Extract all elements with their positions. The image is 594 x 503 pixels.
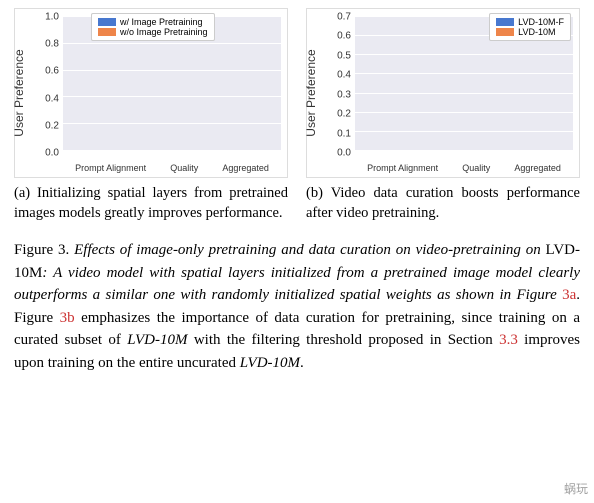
chart-a-legend: w/ Image Pretraining w/o Image Pretraini… bbox=[91, 13, 215, 41]
subcaption-a: (a) Initializing spatial layers from pre… bbox=[14, 184, 288, 223]
chart-panel-a: User Preference w/ Image Pretraining w/o… bbox=[14, 8, 288, 223]
xlabel: Aggregated bbox=[222, 163, 269, 173]
figure-caption: Figure 3. Effects of image-only pretrain… bbox=[14, 239, 580, 374]
legend-item: w/o Image Pretraining bbox=[98, 27, 208, 37]
ytick: 0.0 bbox=[15, 148, 59, 159]
legend-swatch bbox=[98, 28, 116, 36]
caption-italic: LVD-10M bbox=[127, 332, 187, 348]
xlabel: Quality bbox=[462, 163, 490, 173]
ytick: 0.7 bbox=[307, 12, 351, 23]
xlabel: Quality bbox=[170, 163, 198, 173]
caption-italic: Effects of image-only pretraining and da… bbox=[74, 242, 541, 258]
legend-item: LVD-10M bbox=[496, 27, 564, 37]
legend-label: w/ Image Pretraining bbox=[120, 17, 203, 27]
watermark: 蜗玩 bbox=[564, 480, 588, 497]
ytick: 0.0 bbox=[307, 148, 351, 159]
charts-row: User Preference w/ Image Pretraining w/o… bbox=[14, 8, 580, 223]
legend-swatch bbox=[98, 18, 116, 26]
legend-label: LVD-10M-F bbox=[518, 17, 564, 27]
ref-link[interactable]: 3a bbox=[562, 287, 576, 303]
ytick: 0.2 bbox=[307, 109, 351, 120]
ytick: 0.8 bbox=[15, 39, 59, 50]
caption-text: : A video model with spatial layers init… bbox=[14, 265, 580, 304]
xlabel: Prompt Alignment bbox=[75, 163, 146, 173]
ytick: 1.0 bbox=[15, 12, 59, 23]
chart-a: User Preference w/ Image Pretraining w/o… bbox=[14, 8, 288, 178]
ytick: 0.2 bbox=[15, 120, 59, 131]
legend-item: w/ Image Pretraining bbox=[98, 17, 208, 27]
subcaption-b: (b) Video data curation boosts performan… bbox=[306, 184, 580, 223]
ytick: 0.1 bbox=[307, 128, 351, 139]
ytick: 0.4 bbox=[15, 93, 59, 104]
chart-panel-b: User Preference LVD-10M-F LVD-10M Prompt… bbox=[306, 8, 580, 223]
ytick: 0.5 bbox=[307, 50, 351, 61]
chart-a-xlabels: Prompt Alignment Quality Aggregated bbox=[63, 163, 281, 173]
caption-italic: LVD-10M bbox=[240, 355, 300, 371]
legend-label: LVD-10M bbox=[518, 27, 555, 37]
legend-label: w/o Image Pretraining bbox=[120, 27, 208, 37]
xlabel: Aggregated bbox=[514, 163, 561, 173]
ytick: 0.3 bbox=[307, 89, 351, 100]
ytick: 0.4 bbox=[307, 70, 351, 81]
chart-b-xlabels: Prompt Alignment Quality Aggregated bbox=[355, 163, 573, 173]
legend-item: LVD-10M-F bbox=[496, 17, 564, 27]
chart-b-legend: LVD-10M-F LVD-10M bbox=[489, 13, 571, 41]
caption-text: . bbox=[300, 355, 304, 371]
chart-b: User Preference LVD-10M-F LVD-10M Prompt… bbox=[306, 8, 580, 178]
caption-prefix: Figure 3. bbox=[14, 242, 74, 258]
ref-link[interactable]: 3b bbox=[60, 310, 75, 326]
legend-swatch bbox=[496, 28, 514, 36]
legend-swatch bbox=[496, 18, 514, 26]
ref-link[interactable]: 3.3 bbox=[499, 332, 518, 348]
caption-text: with the filtering threshold proposed in… bbox=[187, 332, 499, 348]
ytick: 0.6 bbox=[15, 66, 59, 77]
ytick: 0.6 bbox=[307, 31, 351, 42]
xlabel: Prompt Alignment bbox=[367, 163, 438, 173]
